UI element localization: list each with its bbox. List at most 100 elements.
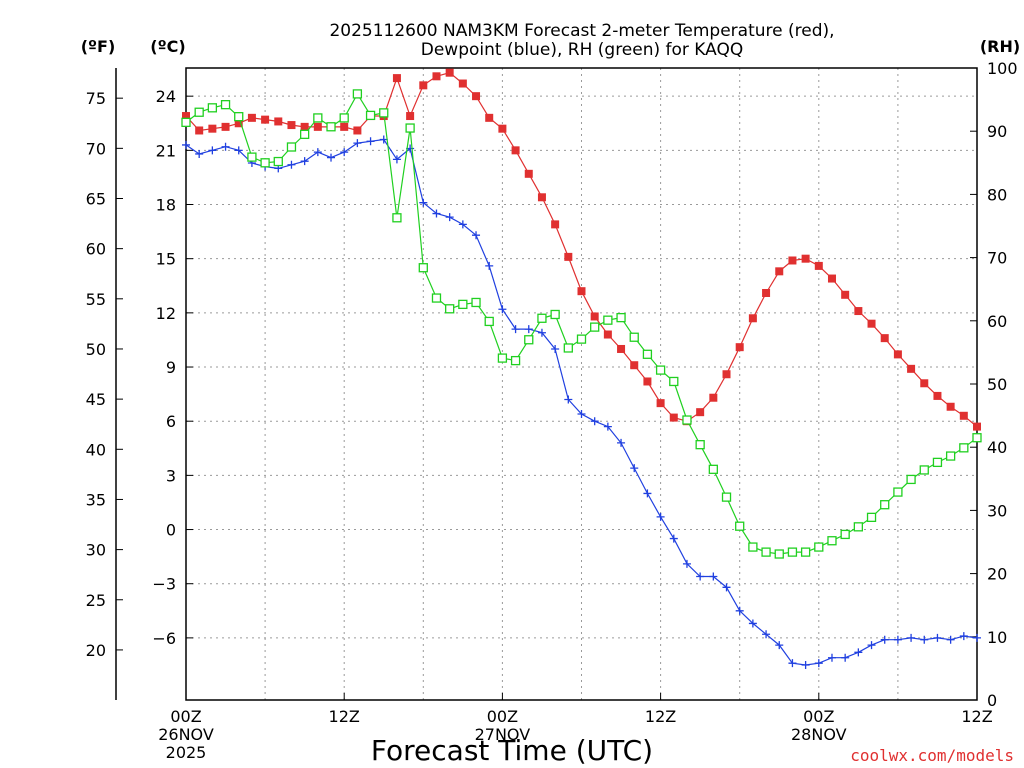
fahrenheit-tick-label: 60 [86,240,106,259]
dewpoint-point [722,583,731,592]
dewpoint-point [827,653,836,662]
dewpoint-point [880,635,889,644]
2-meter-temperature-point [551,220,560,229]
data-series [181,68,982,669]
celsius-tick-label: 6 [166,412,176,431]
rh-point [194,107,204,117]
fahrenheit-tick-label: 75 [86,89,106,108]
dewpoint-point [353,139,362,148]
rh-point [563,343,573,353]
dewpoint-point [419,198,428,207]
2-meter-temperature-point [867,319,876,328]
rh-tick-label: 60 [987,312,1007,331]
dewpoint-point [788,659,797,668]
rh-point [299,129,310,140]
2-meter-temperature-point [946,402,955,411]
fahrenheit-tick-label: 65 [86,189,106,208]
2-meter-temperature-point [577,287,586,296]
dewpoint-point [841,653,850,662]
rh-tick-label: 0 [987,691,997,710]
rh-point [959,443,969,453]
dewpoint-point [511,325,520,334]
2-meter-temperature-point [933,391,942,400]
rh-point [972,433,982,443]
rh-point [945,451,956,461]
2-meter-temperature-point [762,288,771,297]
rh-point [497,353,508,363]
rh-point [273,156,283,167]
dewpoint-point [709,572,718,581]
2-meter-temperature-point [880,334,889,343]
rh-point [207,103,218,113]
2-meter-temperature-point [340,122,349,131]
rh-point [708,464,718,474]
2-meter-temperature-point [841,290,850,299]
2-meter-temperature-point [696,408,705,417]
2-meter-temperature-point [709,393,718,402]
2-meter-temperature-point [221,122,230,131]
2-meter-temperature-point [959,411,968,420]
rh-point [682,415,692,425]
2-meter-temperature-point [419,81,428,90]
rh-point [893,487,903,497]
2-meter-temperature-point [313,122,322,131]
rh-point [379,108,389,118]
dewpoint-point [182,140,190,149]
dewpoint-point [340,148,349,157]
rh-point [510,355,521,366]
dewpoint-point [801,660,810,669]
dewpoint-point [775,641,784,650]
rh-point [880,500,890,510]
fahrenheit-tick-label: 55 [86,290,106,309]
rh-point [365,110,376,121]
2-meter-temperature-point [788,256,797,265]
rh-point [906,474,916,485]
rh-point [761,547,771,557]
2-meter-temperature-point [920,379,929,388]
rh-tick-label: 70 [987,249,1007,268]
celsius-tick-label: 18 [156,196,176,215]
2-meter-temperature-point [524,169,533,178]
chart-title-line2: Dewpoint (blue), RH (green) for KAQQ [421,40,744,60]
2-meter-temperature-point [827,274,836,283]
rh-point [234,112,244,122]
dewpoint-point [933,633,942,642]
rh-point [721,492,732,502]
rh-point [484,316,494,327]
2-meter-temperature-point [564,252,573,261]
fahrenheit-tick-label: 70 [86,139,106,158]
dewpoint-point [577,409,586,418]
2-meter-temperature-point [617,344,626,353]
rh-point [260,158,270,168]
x-tick-date-label: 28NOV [791,725,847,744]
rh-axis-label: (RH) [980,37,1020,56]
fahrenheit-tick-label: 25 [86,591,106,610]
rh-point [827,536,837,546]
rh-point [840,529,850,540]
2-meter-temperature-point [182,112,190,121]
dewpoint-point [867,641,876,650]
2-meter-temperature-point [801,254,810,263]
dewpoint-point [221,142,230,151]
tick-labels: −6−3036912151821242025303540455055606570… [86,59,1018,762]
dewpoint-point [762,630,771,639]
x-tick-date-label: 27NOV [475,725,531,744]
2-meter-temperature-point [208,124,217,133]
rh-point [405,123,415,133]
2-meter-temperature-point [893,350,902,359]
rh-point [537,313,547,323]
rh-point [932,457,943,468]
dewpoint-point [432,209,441,218]
rh-point [181,117,191,128]
celsius-tick-label: 12 [156,304,176,323]
rh-tick-label: 20 [987,565,1007,584]
celsius-tick-label: 24 [156,87,176,106]
dewpoint-point [643,489,652,498]
x-axis-title: Forecast Time (UTC) [371,734,653,767]
rh-point [326,122,336,132]
rh-point [392,213,402,223]
dewpoint-point [590,417,599,426]
2-meter-temperature-point [406,112,415,121]
2-meter-temperature-point [458,79,467,88]
